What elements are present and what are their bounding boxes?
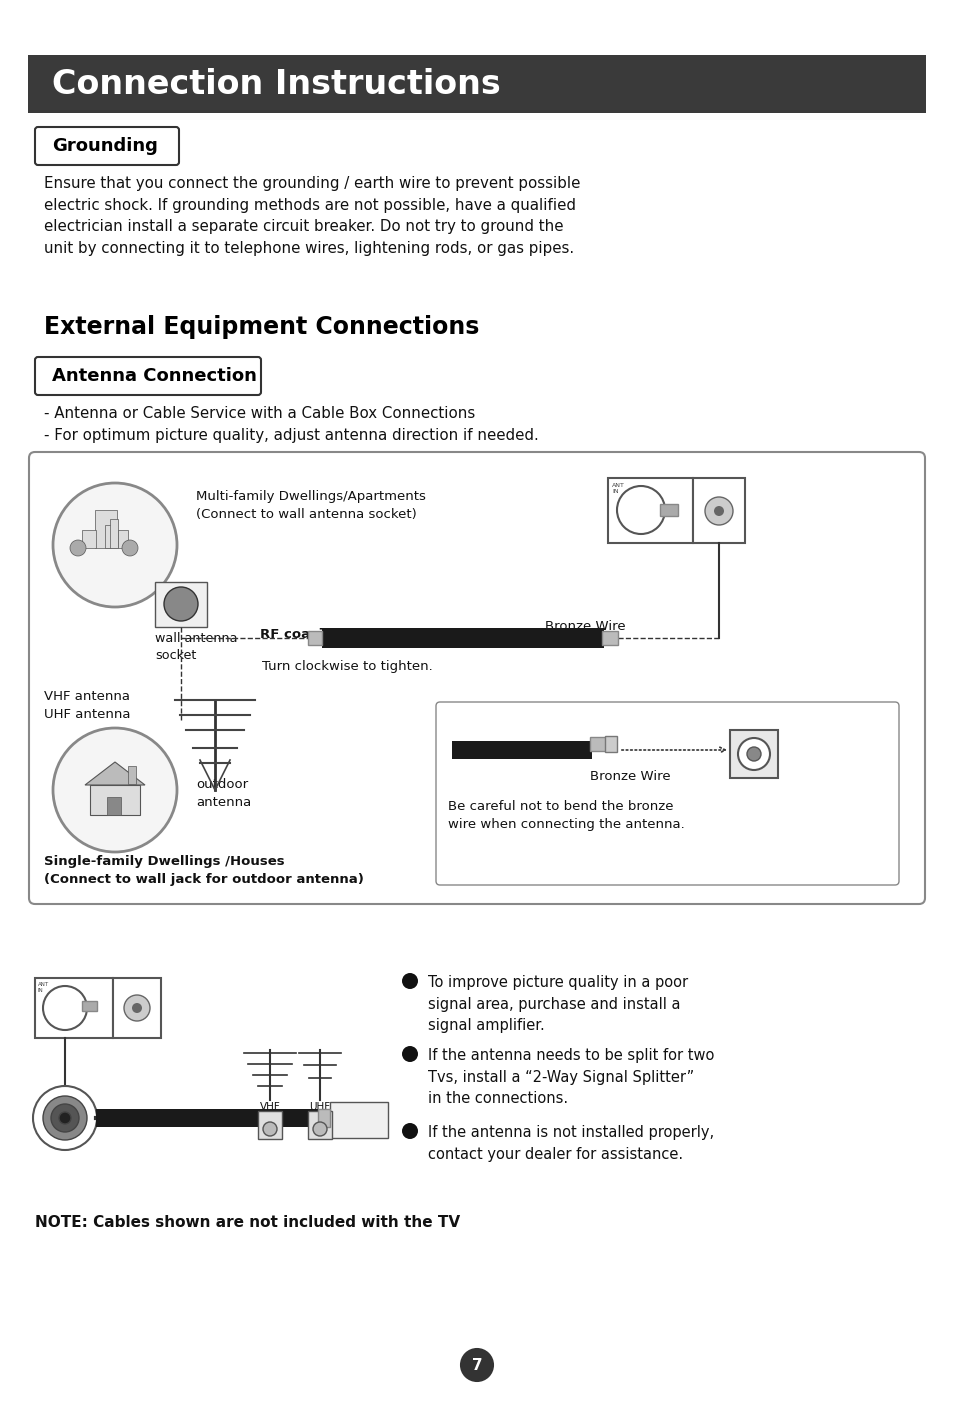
FancyBboxPatch shape [35, 127, 179, 165]
Text: ANT
IN: ANT IN [612, 483, 624, 493]
Circle shape [401, 1047, 417, 1062]
Text: Be careful not to bend the bronze
wire when connecting the antenna.: Be careful not to bend the bronze wire w… [448, 800, 684, 831]
Bar [90, 785, 140, 815]
Circle shape [122, 539, 138, 556]
Text: NOTE: Cables shown are not included with the TV: NOTE: Cables shown are not included with… [35, 1215, 459, 1230]
Bar [128, 766, 136, 785]
Text: UHF: UHF [309, 1103, 331, 1112]
Bar [154, 581, 207, 628]
Circle shape [53, 483, 177, 607]
Text: Single-family Dwellings /Houses
(Connect to wall jack for outdoor antenna): Single-family Dwellings /Houses (Connect… [44, 855, 363, 885]
Text: To improve picture quality in a poor
signal area, purchase and install a
signal : To improve picture quality in a poor sig… [428, 975, 687, 1033]
Text: Grounding: Grounding [52, 137, 157, 156]
Bar [322, 628, 603, 649]
Bar [82, 530, 96, 548]
Bar [330, 1103, 388, 1138]
Bar [28, 55, 925, 113]
Circle shape [401, 974, 417, 989]
Circle shape [175, 600, 186, 609]
Bar [96, 1110, 320, 1126]
Bar [105, 525, 111, 548]
Circle shape [132, 1003, 142, 1013]
Text: Multi-family Dwellings/Apartments
(Connect to wall antenna socket): Multi-family Dwellings/Apartments (Conne… [195, 490, 425, 521]
Bar [110, 518, 118, 548]
Bar [107, 797, 121, 815]
Text: Antenna Connection: Antenna Connection [52, 367, 256, 385]
Circle shape [43, 1096, 87, 1140]
Polygon shape [85, 762, 145, 785]
Bar [82, 1000, 97, 1012]
Bar [604, 736, 617, 752]
FancyBboxPatch shape [436, 702, 898, 885]
Circle shape [746, 747, 760, 761]
Text: - Antenna or Cable Service with a Cable Box Connections: - Antenna or Cable Service with a Cable … [44, 406, 475, 420]
Text: VHF antenna
UHF antenna: VHF antenna UHF antenna [44, 691, 131, 722]
FancyBboxPatch shape [35, 357, 261, 395]
Text: Signal
Amplifier: Signal Amplifier [338, 1104, 379, 1124]
Bar [35, 978, 112, 1038]
Bar [308, 630, 322, 644]
Circle shape [164, 587, 198, 621]
Text: VHF: VHF [259, 1103, 280, 1112]
Text: Connection Instructions: Connection Instructions [52, 67, 500, 101]
Text: If the antenna needs to be split for two
Tvs, install a “2-Way Signal Splitter”
: If the antenna needs to be split for two… [428, 1048, 714, 1107]
Text: Bronze Wire: Bronze Wire [589, 771, 670, 783]
Bar [659, 504, 678, 516]
Circle shape [33, 1086, 97, 1150]
Circle shape [704, 497, 732, 525]
Circle shape [313, 1122, 327, 1136]
Bar [607, 478, 692, 544]
Bar [692, 478, 744, 544]
Text: wall antenna
socket: wall antenna socket [154, 632, 237, 663]
Circle shape [738, 738, 769, 771]
Circle shape [124, 995, 150, 1021]
Bar [118, 530, 128, 548]
Circle shape [713, 506, 723, 516]
Text: outdoor
antenna: outdoor antenna [195, 778, 251, 808]
Bar [112, 978, 161, 1038]
Text: Turn clockwise to tighten.: Turn clockwise to tighten. [262, 660, 433, 672]
Text: External Equipment Connections: External Equipment Connections [44, 315, 478, 339]
Bar [729, 730, 778, 778]
Bar [601, 630, 618, 644]
Circle shape [617, 486, 664, 534]
FancyBboxPatch shape [29, 453, 924, 904]
Circle shape [460, 1349, 493, 1381]
Text: Bronze Wire: Bronze Wire [544, 621, 625, 633]
Bar [452, 741, 592, 759]
Circle shape [401, 1124, 417, 1139]
Bar [317, 1110, 330, 1126]
Circle shape [70, 539, 86, 556]
Bar [308, 1111, 332, 1139]
Bar [257, 1111, 282, 1139]
Bar [589, 737, 605, 751]
Circle shape [170, 593, 192, 615]
Circle shape [263, 1122, 276, 1136]
Circle shape [51, 1104, 79, 1132]
Text: Ensure that you connect the grounding / earth wire to prevent possible
electric : Ensure that you connect the grounding / … [44, 177, 579, 256]
Circle shape [43, 986, 87, 1030]
Text: - For optimum picture quality, adjust antenna direction if needed.: - For optimum picture quality, adjust an… [44, 427, 538, 443]
Bar [95, 510, 117, 548]
Text: If the antenna is not installed properly,
contact your dealer for assistance.: If the antenna is not installed properly… [428, 1125, 714, 1161]
Text: ANT
IN: ANT IN [38, 982, 49, 993]
Text: RF coaxial wire (75 ohm): RF coaxial wire (75 ohm) [260, 628, 446, 642]
Circle shape [53, 729, 177, 852]
Text: 7: 7 [471, 1358, 482, 1373]
Circle shape [59, 1112, 71, 1124]
